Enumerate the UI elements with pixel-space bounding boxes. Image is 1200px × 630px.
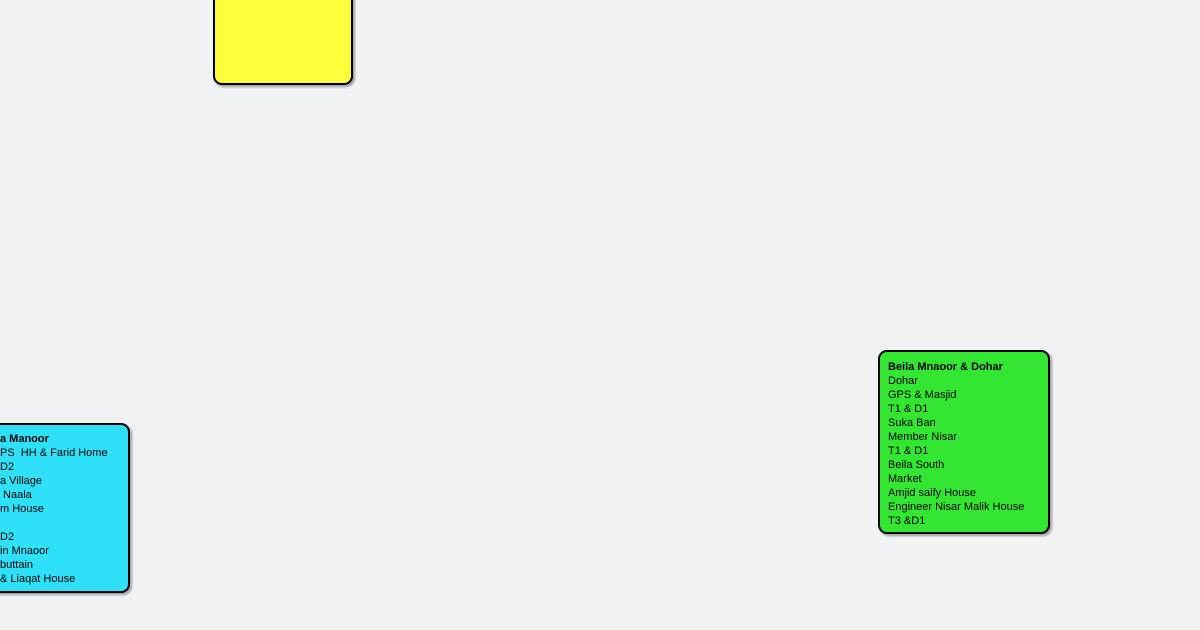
node-text-line: PS HH & Farid Home bbox=[0, 447, 108, 459]
diagram-node-beila-mnaoor-dohar[interactable]: Beila Mnaoor & Dohar Dohar GPS & Masjid … bbox=[878, 350, 1050, 534]
node-text-line: T1 & D1 bbox=[888, 445, 929, 457]
diagram-node-beila-manoor[interactable]: a Manoor PS HH & Farid Home D2 a Village… bbox=[0, 423, 130, 593]
node-title: Beila Mnaoor & Dohar bbox=[888, 361, 1003, 373]
node-text-line: Market bbox=[888, 473, 922, 485]
node-text-line bbox=[0, 516, 124, 530]
node-text-line: Naala bbox=[0, 489, 32, 501]
node-text-line: T1 & D1 bbox=[888, 403, 929, 415]
node-text-line: m House bbox=[0, 503, 45, 515]
node-text-line: D2 bbox=[0, 461, 15, 473]
node-text-line: in Mnaoor bbox=[0, 545, 49, 557]
diagram-node-yellow[interactable] bbox=[213, 0, 353, 85]
node-text-line: a Village bbox=[0, 475, 42, 487]
node-text-line: Amjid saify House bbox=[888, 487, 977, 499]
node-text-line: Suka Ban bbox=[888, 417, 936, 429]
node-text-line: Beila South bbox=[888, 459, 945, 471]
node-text-line: buttain bbox=[0, 559, 34, 571]
node-text-line: Dohar bbox=[888, 375, 918, 387]
node-text-line: T3 &D1 bbox=[888, 515, 926, 527]
node-text-line: & Liaqat House bbox=[0, 573, 76, 585]
node-text-block: a Manoor PS HH & Farid Home D2 a Village… bbox=[0, 425, 128, 591]
node-text-line: GPS & Masjid bbox=[888, 389, 957, 401]
node-text-line: Member Nisar bbox=[888, 431, 958, 443]
node-title: a Manoor bbox=[0, 433, 49, 445]
node-text-line: Engineer Nisar Malik House bbox=[888, 501, 1025, 513]
node-text-block: Beila Mnaoor & Dohar Dohar GPS & Masjid … bbox=[880, 352, 1048, 532]
node-text-line: D2 bbox=[0, 531, 15, 543]
